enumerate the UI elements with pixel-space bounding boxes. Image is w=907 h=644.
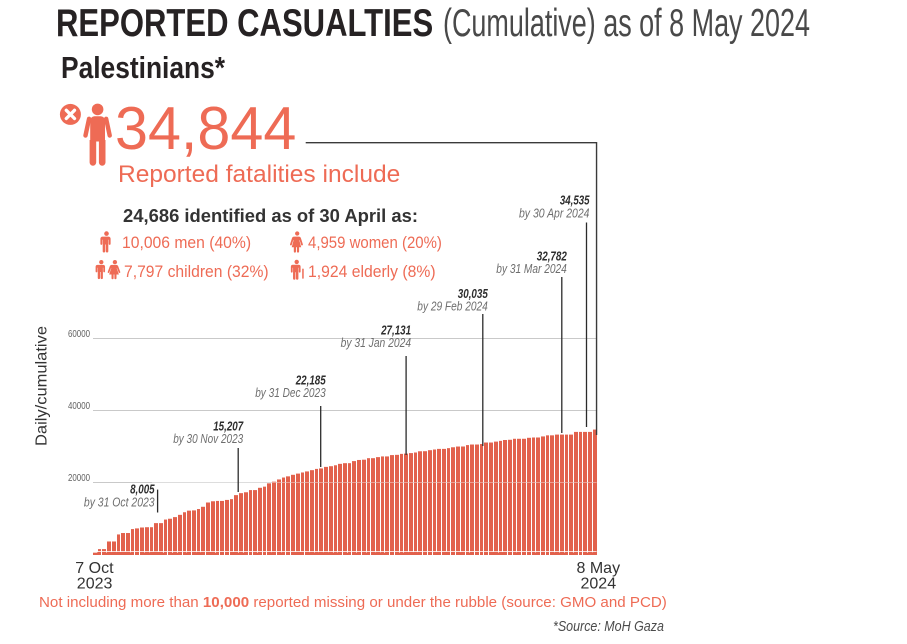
svg-text:Daily/cumulative: Daily/cumulative: [34, 326, 51, 446]
svg-text:34,535: 34,535: [560, 193, 590, 208]
svg-text:8,005: 8,005: [130, 482, 155, 497]
svg-text:by 31 Oct 2023: by 31 Oct 2023: [84, 495, 155, 509]
svg-text:by 31 Dec 2023: by 31 Dec 2023: [255, 386, 326, 400]
svg-text:7 Oct: 7 Oct: [75, 560, 114, 577]
svg-text:8 May: 8 May: [577, 560, 621, 577]
svg-text:2023: 2023: [77, 576, 113, 593]
svg-text:32,782: 32,782: [537, 248, 568, 263]
svg-text:by 30 Apr 2024: by 30 Apr 2024: [519, 206, 590, 220]
svg-text:by 31 Mar 2024: by 31 Mar 2024: [496, 262, 567, 276]
svg-text:27,131: 27,131: [380, 322, 411, 337]
svg-text:40000: 40000: [68, 401, 90, 412]
svg-text:20000: 20000: [68, 473, 90, 484]
svg-text:30,035: 30,035: [458, 286, 489, 301]
svg-text:22,185: 22,185: [295, 372, 326, 387]
svg-text:by 31 Jan 2024: by 31 Jan 2024: [341, 336, 412, 350]
svg-text:15,207: 15,207: [213, 419, 244, 434]
svg-text:by 29 Feb 2024: by 29 Feb 2024: [417, 299, 488, 313]
svg-text:2024: 2024: [581, 576, 617, 593]
svg-text:60000: 60000: [68, 329, 90, 340]
svg-text:by 30 Nov 2023: by 30 Nov 2023: [173, 432, 243, 446]
